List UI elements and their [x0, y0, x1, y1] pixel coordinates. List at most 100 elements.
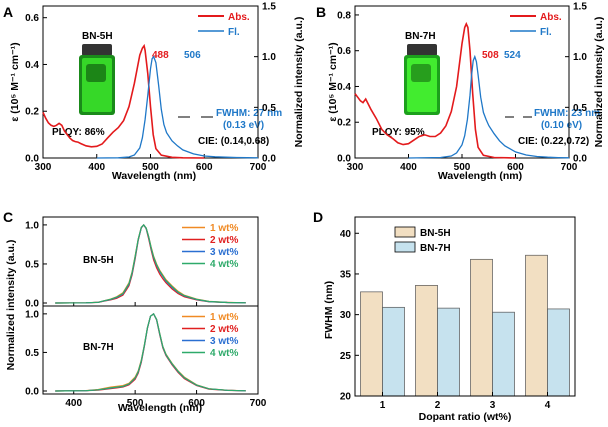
panel-c-ylabel: Normalized intensity (a.u.) — [5, 240, 17, 371]
panel-c-top-compound: BN-5H — [83, 255, 114, 266]
panel-b-ytick-left-label: 0.8 — [337, 10, 351, 21]
panel-b-vial-photo — [404, 44, 440, 115]
panel-b-plqy: PLQY: 95% — [372, 127, 425, 138]
panel-d-legend-bn7h-swatch — [394, 241, 416, 253]
panel-b-fwhm: FWHM: 23 nm — [534, 108, 600, 119]
panel-a-legend-fl: Fl. — [228, 27, 240, 38]
panel-c-legend-label: 3 wt% — [210, 247, 238, 258]
panel-b-legend-abs: Abs. — [540, 12, 562, 23]
panel-a-ytick-right-label: 1.0 — [262, 52, 276, 63]
panel-b-fl-peak: 524 — [504, 50, 521, 61]
panel-a-fl-peak: 506 — [184, 50, 201, 61]
panel-b-ytick-right-label: 1.5 — [573, 2, 587, 13]
panel-d-xtick-label: 1 — [380, 400, 386, 411]
panel-b-abs-peak: 508 — [482, 50, 499, 61]
panel-d-bar-bn-7h-1 — [382, 306, 405, 397]
panel-a-xtick-label: 700 — [250, 162, 267, 173]
panel-a-ytick-right-label: 0.5 — [262, 103, 276, 114]
panel-b: B BN-7H PLQY: 95% FWHM: 23 nm (0.10 eV) … — [316, 4, 605, 182]
panel-d-legend-bn7h: BN-7H — [420, 243, 451, 254]
panel-d-ytick-label: 35 — [340, 269, 352, 280]
panel-d-ytick-label: 20 — [340, 392, 352, 403]
panel-c-ytick-label: 0.0 — [25, 299, 39, 310]
panel-d-ylabel: FWHM (nm) — [323, 281, 335, 339]
panel-a-ylabel-left: ε (10⁵ M⁻¹ cm⁻¹) — [9, 42, 21, 121]
panel-d-legend-bn5h-swatch — [394, 226, 416, 238]
panel-d-frame — [354, 216, 576, 397]
panel-a-xtick-label: 600 — [196, 162, 213, 173]
panel-a-xtick-label: 500 — [142, 162, 159, 173]
panel-c-ytick-label: 0.5 — [25, 259, 39, 270]
panel-d-ytick-label: 30 — [340, 310, 352, 321]
panel-c-subplot-1: 0.0 0.5 1.0 400 500 600 700 1 wt%2 wt%3 wt%4 wt… — [25, 305, 267, 409]
panel-b-xtick-label: 600 — [507, 162, 524, 173]
panel-b-abs-line — [354, 21, 516, 159]
panel-a-xtick-label: 300 — [35, 162, 52, 173]
panel-c-line-4wt — [55, 223, 246, 304]
panel-a-ytick-right-label: 0.0 — [262, 154, 276, 165]
panel-a-fl-line — [96, 55, 259, 159]
panel-b-ylabel-left: ε (10⁵ M⁻¹ cm⁻¹) — [327, 42, 339, 121]
panel-b-cie: CIE: (0.22,0.72) — [518, 136, 589, 147]
panel-c-xtick-label: 700 — [250, 398, 267, 409]
panel-d-plot: 20 25 30 35 40 1 2 3 4 — [340, 216, 576, 411]
panel-a-abs-line — [42, 43, 205, 159]
panel-c-subplot-0: 0.0 0.5 1.0 1 wt%2 wt%3 wt%4 wt% — [25, 216, 259, 310]
panel-d-xtick-label: 4 — [545, 400, 551, 411]
panel-d-bar-bn-5h-3 — [470, 258, 493, 397]
panel-b-xtick-label: 700 — [561, 162, 578, 173]
panel-b-ytick-right-label: 0.5 — [573, 103, 587, 114]
panel-b-legend-fl: Fl. — [540, 27, 552, 38]
panel-d: D Dopant ratio (wt%) FWHM (nm) BN-5H BN-… — [313, 209, 511, 423]
panel-b-ytick-left-label: 0.0 — [337, 154, 351, 165]
panel-b-xtick-label: 300 — [347, 162, 364, 173]
panel-a-ytick-right-label: 1.5 — [262, 2, 276, 13]
panel-c-legend-label: 1 wt% — [210, 223, 238, 234]
panel-d-xtick-label: 3 — [490, 400, 496, 411]
panel-c-legend-label: 4 wt% — [210, 259, 238, 270]
panel-c-ytick-label: 0.0 — [25, 387, 39, 398]
panel-b-letter: B — [316, 4, 326, 20]
panel-b-ytick-right-label: 0.0 — [573, 154, 587, 165]
panel-c-letter: C — [3, 209, 13, 225]
panel-d-xlabel: Dopant ratio (wt%) — [419, 411, 512, 423]
panel-d-ytick-label: 40 — [340, 229, 352, 240]
panel-b-xtick-label: 400 — [400, 162, 417, 173]
panel-d-bar-bn-5h-1 — [360, 291, 383, 397]
panel-a-xtick-label: 400 — [88, 162, 105, 173]
panel-d-bar-bn-7h-2 — [437, 307, 460, 397]
panel-d-bar-bn-7h-3 — [492, 311, 515, 397]
panel-c-legend-label: 2 wt% — [210, 235, 238, 246]
panel-a-ytick-left-label: 0.4 — [25, 60, 39, 71]
panel-c-ytick-label: 1.0 — [25, 309, 39, 320]
panel-c-legend-label: 3 wt% — [210, 336, 238, 347]
panel-a-letter: A — [3, 4, 13, 20]
panel-d-legend-bn5h: BN-5H — [420, 228, 451, 239]
panel-d-bar-bn-5h-2 — [415, 284, 438, 397]
panel-c-ytick-label: 0.5 — [25, 348, 39, 359]
panel-b-xtick-label: 500 — [454, 162, 471, 173]
panel-d-xtick-label: 2 — [435, 400, 441, 411]
panel-a-plqy: PLQY: 86% — [52, 127, 105, 138]
panel-c-xtick-label: 500 — [127, 398, 144, 409]
panel-a-fwhm: FWHM: 27 nm — [216, 108, 282, 119]
panel-d-letter: D — [313, 209, 323, 225]
panel-b-ytick-left-label: 0.4 — [337, 82, 351, 93]
panel-b-fl-line — [408, 54, 570, 159]
panel-c-xlabel: Wavelength (nm) — [118, 402, 202, 414]
panel-c-line-4wt — [55, 313, 246, 392]
panel-a-ytick-left-label: 0.0 — [25, 154, 39, 165]
panel-a-vial-photo — [79, 44, 115, 115]
panel-c-frame — [42, 305, 259, 395]
panel-a-ylabel-right: Normalized intensity (a.u.) — [293, 17, 305, 148]
panel-d-bar-bn-5h-4 — [525, 254, 548, 397]
panel-c-xtick-label: 600 — [188, 398, 205, 409]
panel-c: C BN-5H BN-7H Wavelength (nm) Normalized… — [3, 209, 202, 414]
panel-a-compound-label: BN-5H — [82, 31, 113, 42]
panel-c-legend-label: 4 wt% — [210, 348, 238, 359]
panel-c-xtick-label: 400 — [65, 398, 82, 409]
panel-b-compound-label: BN-7H — [405, 31, 436, 42]
panel-a-abs-peak: 488 — [152, 50, 169, 61]
panel-d-bar-bn-7h-4 — [547, 308, 570, 397]
